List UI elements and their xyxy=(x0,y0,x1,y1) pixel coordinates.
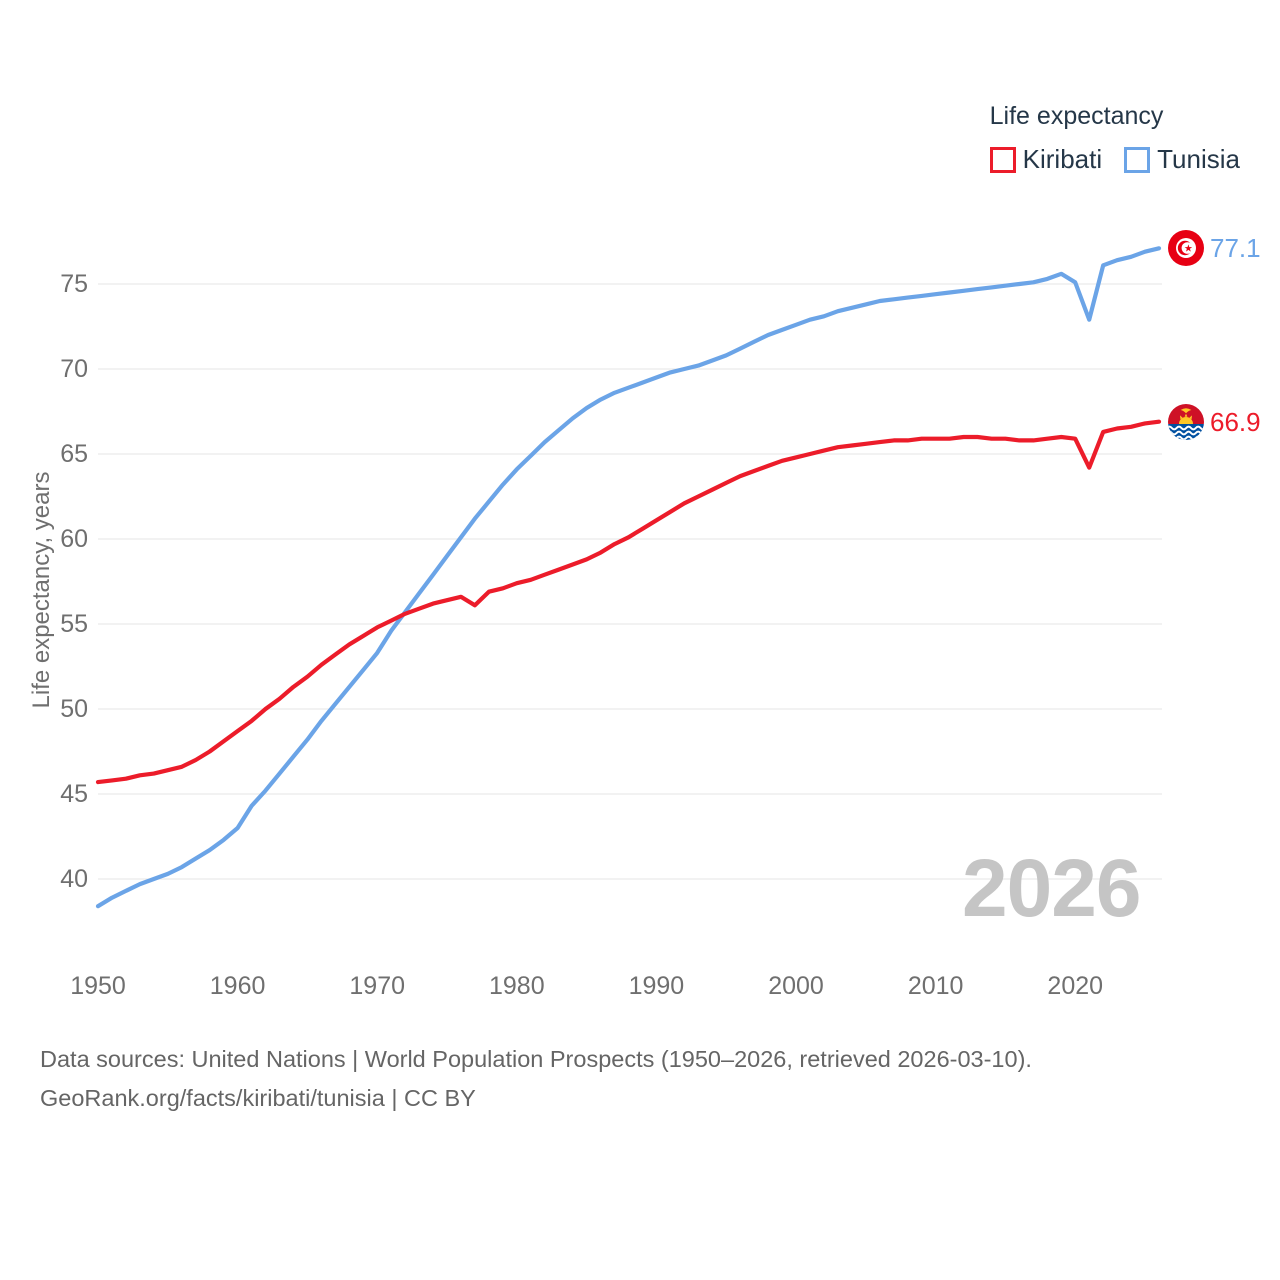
legend: Life expectancy Kiribati Tunisia xyxy=(989,102,1240,175)
legend-entry-tunisia[interactable]: Tunisia xyxy=(1124,144,1240,175)
y-tick-75: 75 xyxy=(60,270,88,298)
data-source-line1: Data sources: United Nations | World Pop… xyxy=(40,1046,1032,1072)
kiribati-flag-icon xyxy=(1168,403,1204,440)
legend-entry-kiribati[interactable]: Kiribati xyxy=(989,144,1103,175)
kiribati-swatch-icon xyxy=(989,146,1016,173)
legend-title: Life expectancy xyxy=(989,102,1164,130)
x-tick-2010: 2010 xyxy=(907,972,964,1000)
y-tick-70: 70 xyxy=(60,355,88,383)
data-source-note: Data sources: United Nations | World Pop… xyxy=(40,1040,1032,1118)
x-tick-1980: 1980 xyxy=(489,972,545,1000)
tunisia-end-value: 77.1 xyxy=(1210,233,1261,264)
tunisia-line-series xyxy=(95,246,1162,909)
y-tick-65: 65 xyxy=(60,440,88,468)
x-tick-1970: 1970 xyxy=(349,972,406,1000)
x-tick-1960: 1960 xyxy=(209,972,266,1000)
y-tick-40: 40 xyxy=(60,865,88,893)
y-tick-60: 60 xyxy=(60,525,88,553)
x-tick-1950: 1950 xyxy=(70,972,126,1000)
legend-label-tunisia: Tunisia xyxy=(1157,144,1240,174)
kiribati-end-value: 66.9 xyxy=(1210,406,1261,437)
legend-entries: Kiribati Tunisia xyxy=(989,144,1240,175)
x-tick-1990: 1990 xyxy=(628,972,685,1000)
y-tick-50: 50 xyxy=(60,695,88,723)
legend-label-kiribati: Kiribati xyxy=(1022,144,1103,174)
data-source-line2: GeoRank.org/facts/kiribati/tunisia | CC … xyxy=(40,1085,476,1111)
tunisia-swatch-icon xyxy=(1124,146,1151,173)
x-tick-2020: 2020 xyxy=(1047,972,1104,1000)
kiribati-line-series xyxy=(95,419,1162,785)
x-tick-2000: 2000 xyxy=(768,972,824,1000)
y-tick-45: 45 xyxy=(60,780,88,808)
y-tick-55: 55 xyxy=(60,610,88,638)
tunisia-flag-icon xyxy=(1168,230,1204,267)
year-watermark: 2026 xyxy=(962,843,1141,934)
